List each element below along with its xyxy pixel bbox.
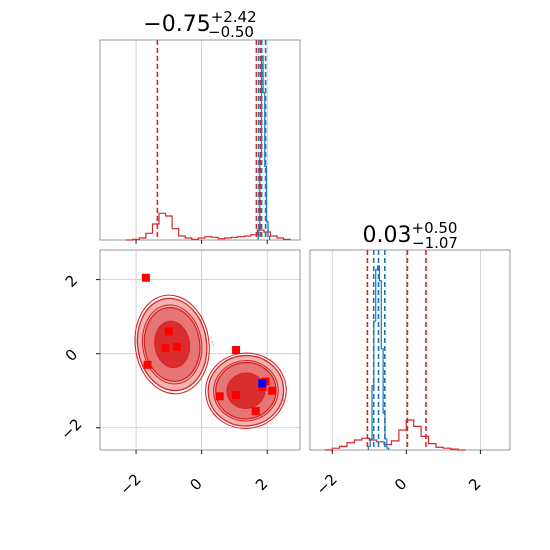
mid-ticklabel-x-0: −2: [116, 470, 144, 498]
marker-marker_red-6: [215, 392, 224, 401]
top-hist-blue: [257, 55, 271, 240]
contour-outline-mode1-level1: [213, 360, 279, 422]
mid-ticklabel-y-0: −2: [57, 415, 85, 443]
sample-dot: [211, 340, 214, 343]
right-hist-red: [324, 419, 466, 451]
marker-marker_red-5: [232, 346, 241, 354]
marker-marker_red-4: [143, 360, 152, 369]
title-param1: −0.75+2.42: [143, 8, 256, 37]
title-param2-lower: −1.07: [412, 234, 458, 252]
contour-outline-mode0-level1: [141, 304, 203, 385]
sample-dot: [212, 345, 215, 348]
sample-dot: [270, 422, 272, 425]
contour-outline-mode0-level0: [134, 294, 210, 395]
marker-marker_red-2: [161, 344, 170, 353]
panel-2d-scatter: −2 0 2 −2 0 2: [57, 249, 301, 499]
mid-ticklabel-x-2: 2: [252, 475, 271, 494]
marker-marker_blue-0: [258, 379, 267, 388]
top-frame: [99, 39, 301, 241]
right-frame: [309, 249, 511, 451]
sample-dot: [264, 424, 267, 426]
mid-ticklabel-y-1: 0: [62, 345, 81, 364]
right-ticklabel-x-1: 0: [391, 475, 410, 494]
marker-marker_red-1: [164, 327, 173, 336]
title-param1-median: −0.75: [143, 12, 210, 37]
marker-marker_red-9: [268, 386, 277, 395]
title-param1-lower: −0.50: [208, 23, 254, 41]
sample-dot: [286, 400, 289, 403]
title-param1-upper: +2.42: [211, 8, 257, 26]
mid-ticklabel-x-1: 0: [186, 475, 205, 494]
sample-dot: [282, 399, 285, 402]
marker-marker_red-7: [232, 391, 241, 400]
sample-dot: [212, 343, 215, 346]
sample-dot: [210, 336, 213, 339]
top-hist-red: [126, 212, 291, 241]
title-param2: 0.03+0.50: [363, 219, 458, 248]
title-param2-upper: +0.50: [412, 219, 458, 237]
marker-marker_red-0: [141, 273, 150, 282]
mid-ticklabel-y-2: 2: [62, 271, 81, 290]
right-ticklabel-x-2: 2: [465, 475, 484, 494]
panel-top-marginal: [99, 39, 301, 244]
title-param2-median: 0.03: [363, 223, 412, 248]
sample-dot: [261, 426, 264, 429]
contour-mode0-level2: [154, 320, 191, 369]
panel-right-marginal: −2 0 2: [309, 249, 511, 499]
contour-outline-mode1-level0: [205, 352, 287, 429]
marker-marker_red-8: [251, 407, 260, 416]
right-ticklabel-x-0: −2: [313, 470, 341, 498]
sample-dot: [269, 358, 272, 361]
mid-frame: [99, 249, 301, 451]
marker-marker_red-3: [173, 343, 182, 352]
